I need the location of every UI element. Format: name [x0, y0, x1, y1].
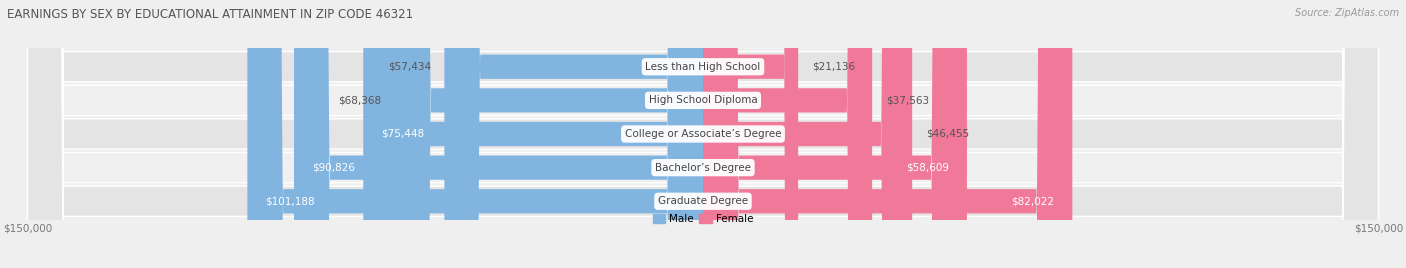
FancyBboxPatch shape — [28, 0, 1378, 268]
Text: College or Associate’s Degree: College or Associate’s Degree — [624, 129, 782, 139]
Text: Source: ZipAtlas.com: Source: ZipAtlas.com — [1295, 8, 1399, 18]
Legend: Male, Female: Male, Female — [648, 210, 758, 228]
FancyBboxPatch shape — [703, 0, 799, 268]
FancyBboxPatch shape — [703, 0, 872, 268]
Text: Graduate Degree: Graduate Degree — [658, 196, 748, 206]
FancyBboxPatch shape — [363, 0, 703, 268]
FancyBboxPatch shape — [395, 0, 703, 268]
FancyBboxPatch shape — [28, 0, 1378, 268]
Text: $46,455: $46,455 — [925, 129, 969, 139]
Text: $21,136: $21,136 — [811, 62, 855, 72]
Text: Less than High School: Less than High School — [645, 62, 761, 72]
FancyBboxPatch shape — [444, 0, 703, 268]
Text: $57,434: $57,434 — [388, 62, 430, 72]
FancyBboxPatch shape — [28, 0, 1378, 268]
FancyBboxPatch shape — [703, 0, 967, 268]
FancyBboxPatch shape — [703, 0, 912, 268]
FancyBboxPatch shape — [28, 0, 1378, 268]
Text: $75,448: $75,448 — [381, 129, 425, 139]
FancyBboxPatch shape — [28, 0, 1378, 268]
Text: $101,188: $101,188 — [266, 196, 315, 206]
Text: $90,826: $90,826 — [312, 163, 356, 173]
Text: $82,022: $82,022 — [1011, 196, 1054, 206]
Text: $58,609: $58,609 — [905, 163, 949, 173]
FancyBboxPatch shape — [247, 0, 703, 268]
FancyBboxPatch shape — [294, 0, 703, 268]
Text: High School Diploma: High School Diploma — [648, 95, 758, 105]
Text: $37,563: $37,563 — [886, 95, 929, 105]
Text: EARNINGS BY SEX BY EDUCATIONAL ATTAINMENT IN ZIP CODE 46321: EARNINGS BY SEX BY EDUCATIONAL ATTAINMEN… — [7, 8, 413, 21]
Text: Bachelor’s Degree: Bachelor’s Degree — [655, 163, 751, 173]
FancyBboxPatch shape — [703, 0, 1073, 268]
Text: $68,368: $68,368 — [339, 95, 381, 105]
